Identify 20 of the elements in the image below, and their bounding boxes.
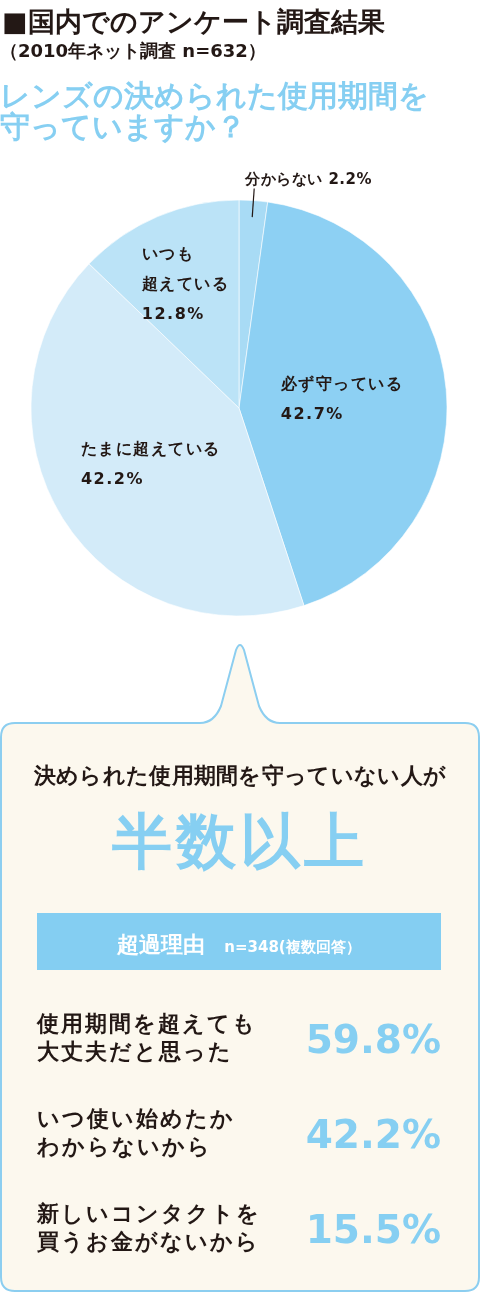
category: 使用期間を超えても大丈夫だと思った (37, 1011, 257, 1064)
annotation: n=348(複数回答） (224, 938, 361, 956)
data-label: 12.8% (141, 304, 205, 324)
annotation: レンズの決められた使用期間を守っていますか？ (0, 78, 429, 144)
data-label: 42.2% (80, 468, 144, 488)
title: ■国内でのアンケート調査結果 (2, 6, 385, 37)
slice-label: 分からない 2.2% (245, 169, 373, 188)
subtitle: （2010年ネット調査 n=632） (0, 40, 266, 61)
data-label: 15.5% (305, 1207, 441, 1252)
category: 新しいコンタクトを買うお金がないから (37, 1201, 261, 1254)
category: いつ使い始めたかわからないから (37, 1106, 235, 1159)
data-label: 59.8% (305, 1017, 441, 1062)
data-label: 42.2% (305, 1112, 441, 1157)
annotation: 超過理由 (117, 932, 206, 957)
data-label: 42.7% (280, 404, 344, 424)
slice-label: いつも超えている (141, 244, 230, 294)
subtitle: 半数以上 (112, 806, 368, 876)
title: 決められた使用期間を守っていない人が (33, 763, 447, 788)
slice-label: たまに超えている (80, 438, 221, 458)
slice-label: 必ず守っている (280, 374, 404, 394)
